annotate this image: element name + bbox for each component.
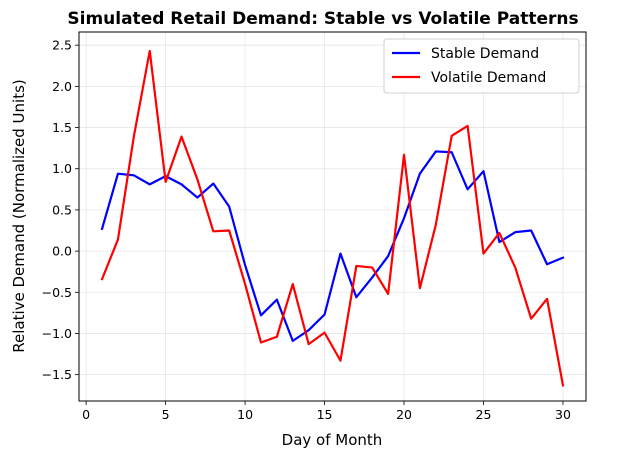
x-tick-label: 25 xyxy=(476,407,492,422)
y-tick-label: 0.5 xyxy=(52,202,72,217)
y-tick-label: 2.0 xyxy=(52,79,72,94)
series-line-1 xyxy=(100,150,565,342)
y-tick-label: −1.0 xyxy=(42,326,72,341)
x-tick-label: 30 xyxy=(555,407,571,422)
y-tick-label: 0.0 xyxy=(52,244,72,259)
y-axis-label: Relative Demand (Normalized Units) xyxy=(10,79,28,353)
legend-label-2: Volatile Demand xyxy=(431,70,546,86)
y-tick-label: 2.5 xyxy=(52,38,72,53)
chart-title: Simulated Retail Demand: Stable vs Volat… xyxy=(67,9,578,29)
x-tick-label: 5 xyxy=(162,407,170,422)
legend-label-1: Stable Demand xyxy=(431,46,539,62)
y-tick-label: 1.0 xyxy=(52,161,72,176)
x-tick-label: 20 xyxy=(396,407,412,422)
x-tick-label: 15 xyxy=(317,407,333,422)
x-tick-label: 10 xyxy=(237,407,253,422)
series-line-2 xyxy=(100,49,565,387)
legend-box xyxy=(383,38,580,94)
x-axis-label: Day of Month xyxy=(282,431,383,449)
y-tick-label: 1.5 xyxy=(52,120,72,135)
plot-frame xyxy=(78,31,587,402)
y-tick-label: −0.5 xyxy=(42,285,72,300)
x-tick-label: 0 xyxy=(82,407,90,422)
y-tick-label: −1.5 xyxy=(42,367,72,382)
